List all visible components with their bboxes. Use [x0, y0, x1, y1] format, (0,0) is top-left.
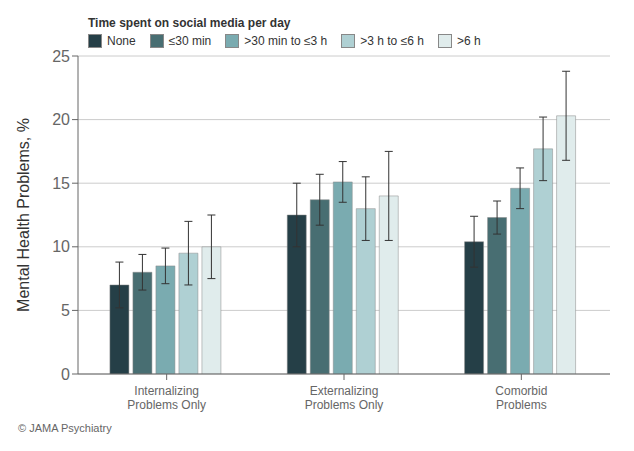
svg-text:25: 25 [52, 48, 70, 65]
html-text:None: None [107, 34, 136, 48]
svg-text:Mental Health Problems, %: Mental Health Problems, % [15, 118, 32, 312]
svg-text:20: 20 [52, 111, 70, 128]
html-text:>3 h to ≤6 h: >3 h to ≤6 h [360, 34, 424, 48]
html-text:Time spent on social media per: Time spent on social media per day [88, 16, 291, 30]
html-text:>6 h: >6 h [456, 34, 481, 48]
svg-text:10: 10 [52, 238, 70, 255]
html-text:© JAMA Psychiatry: © JAMA Psychiatry [18, 422, 112, 434]
html-text:>30 min to ≤3 h: >30 min to ≤3 h [244, 34, 328, 48]
svg-text:InternalizingProblems Only: InternalizingProblems Only [127, 384, 206, 412]
svg-text:ExternalizingProblems Only: ExternalizingProblems Only [305, 384, 384, 412]
svg-text:0: 0 [61, 366, 70, 383]
svg-text:15: 15 [52, 175, 70, 192]
svg-text:ComorbidProblems: ComorbidProblems [495, 384, 547, 412]
svg-text:5: 5 [61, 302, 70, 319]
html-text:≤30 min: ≤30 min [168, 34, 212, 48]
